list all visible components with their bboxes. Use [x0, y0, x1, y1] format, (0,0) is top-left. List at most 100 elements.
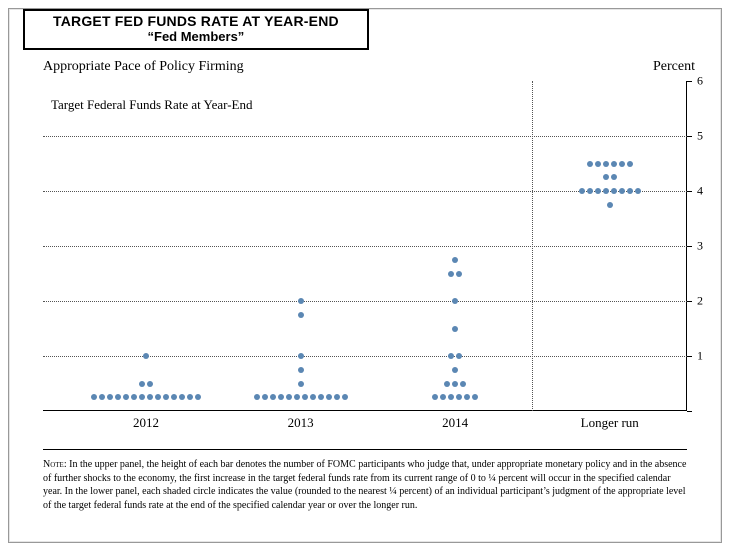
y-tick-label: 5 — [697, 129, 703, 144]
data-dot — [444, 381, 450, 387]
title-line-2: “Fed Members” — [53, 29, 339, 44]
footnote-text: In the upper panel, the height of each b… — [43, 459, 686, 511]
data-dot — [448, 353, 454, 359]
data-dot — [611, 161, 617, 167]
category-separator — [532, 81, 533, 411]
data-dot — [310, 394, 316, 400]
data-dot — [115, 394, 121, 400]
data-dot — [139, 394, 145, 400]
data-dot — [452, 326, 458, 332]
data-dot — [440, 394, 446, 400]
y-tick — [687, 191, 692, 192]
data-dot — [452, 298, 458, 304]
data-dot — [99, 394, 105, 400]
data-dot — [155, 394, 161, 400]
dot-plot-chart: Appropriate Pace of Policy Firming Perce… — [43, 81, 687, 411]
data-dot — [595, 188, 601, 194]
y-tick — [687, 411, 692, 412]
data-dot — [611, 188, 617, 194]
document-frame: TARGET FED FUNDS RATE AT YEAR-END “Fed M… — [8, 8, 722, 543]
data-dot — [456, 271, 462, 277]
x-axis — [43, 410, 687, 411]
data-dot — [607, 202, 613, 208]
data-dot — [123, 394, 129, 400]
data-dot — [298, 353, 304, 359]
data-dot — [107, 394, 113, 400]
data-dot — [460, 381, 466, 387]
data-dot — [163, 394, 169, 400]
data-dot — [456, 394, 462, 400]
footnote-label: Note: — [43, 459, 67, 470]
data-dot — [579, 188, 585, 194]
data-dot — [619, 161, 625, 167]
footnote: Note: In the upper panel, the height of … — [43, 449, 687, 512]
x-category-label: 2014 — [442, 415, 468, 431]
x-category-label: 2012 — [133, 415, 159, 431]
data-dot — [302, 394, 308, 400]
data-dot — [432, 394, 438, 400]
data-dot — [464, 394, 470, 400]
data-dot — [603, 188, 609, 194]
data-dot — [342, 394, 348, 400]
y-tick-label: 1 — [697, 349, 703, 364]
data-dot — [298, 381, 304, 387]
data-dot — [326, 394, 332, 400]
gridline-h — [43, 136, 687, 137]
data-dot — [179, 394, 185, 400]
data-dot — [318, 394, 324, 400]
x-category-label: Longer run — [581, 415, 639, 431]
data-dot — [334, 394, 340, 400]
data-dot — [294, 394, 300, 400]
data-dot — [298, 367, 304, 373]
data-dot — [452, 367, 458, 373]
y-tick-label: 4 — [697, 184, 703, 199]
chart-axis-label-right: Percent — [653, 59, 695, 75]
data-dot — [603, 161, 609, 167]
data-dot — [611, 174, 617, 180]
x-category-label: 2013 — [288, 415, 314, 431]
chart-subtitle-left: Appropriate Pace of Policy Firming — [43, 59, 244, 75]
data-dot — [298, 298, 304, 304]
data-dot — [627, 188, 633, 194]
data-dot — [171, 394, 177, 400]
data-dot — [143, 353, 149, 359]
data-dot — [456, 353, 462, 359]
title-box: TARGET FED FUNDS RATE AT YEAR-END “Fed M… — [23, 9, 369, 50]
gridline-h — [43, 356, 687, 357]
data-dot — [603, 174, 609, 180]
data-dot — [298, 312, 304, 318]
data-dot — [595, 161, 601, 167]
data-dot — [262, 394, 268, 400]
data-dot — [131, 394, 137, 400]
data-dot — [139, 381, 145, 387]
data-dot — [627, 161, 633, 167]
y-tick-label: 6 — [697, 74, 703, 89]
y-tick-label: 3 — [697, 239, 703, 254]
gridline-h — [43, 246, 687, 247]
data-dot — [452, 257, 458, 263]
data-dot — [448, 394, 454, 400]
title-line-1: TARGET FED FUNDS RATE AT YEAR-END — [53, 13, 339, 29]
data-dot — [635, 188, 641, 194]
y-tick — [687, 301, 692, 302]
y-tick — [687, 81, 692, 82]
data-dot — [147, 381, 153, 387]
data-dot — [587, 161, 593, 167]
data-dot — [195, 394, 201, 400]
data-dot — [187, 394, 193, 400]
y-tick — [687, 356, 692, 357]
data-dot — [147, 394, 153, 400]
data-dot — [286, 394, 292, 400]
data-dot — [448, 271, 454, 277]
data-dot — [91, 394, 97, 400]
data-dot — [270, 394, 276, 400]
data-dot — [278, 394, 284, 400]
chart-internal-label: Target Federal Funds Rate at Year-End — [51, 97, 253, 113]
y-tick-label: 2 — [697, 294, 703, 309]
data-dot — [619, 188, 625, 194]
data-dot — [254, 394, 260, 400]
y-tick — [687, 246, 692, 247]
data-dot — [472, 394, 478, 400]
y-tick — [687, 136, 692, 137]
data-dot — [452, 381, 458, 387]
